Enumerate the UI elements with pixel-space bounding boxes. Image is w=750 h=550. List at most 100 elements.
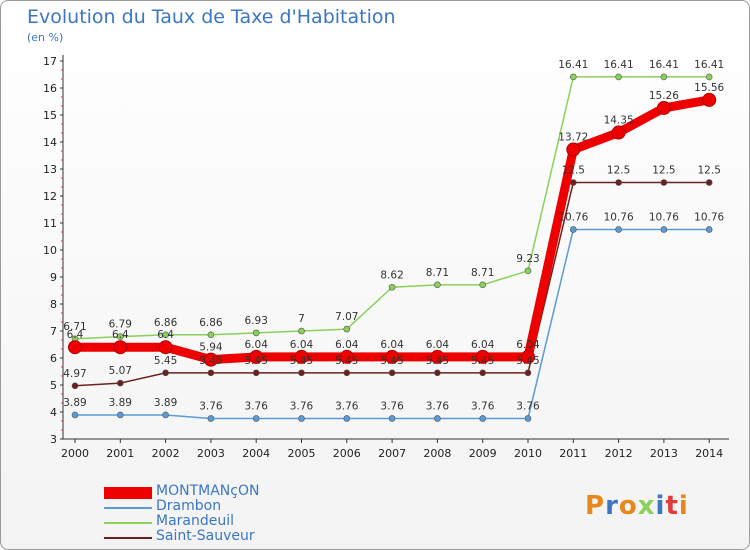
y-tick-label: 14: [43, 136, 57, 149]
data-label: 13.72: [558, 132, 588, 144]
y-tick-label: 17: [43, 55, 57, 68]
y-tick-label: 10: [43, 244, 57, 257]
y-tick-label: 13: [43, 163, 57, 176]
data-point: [430, 349, 445, 364]
legend-label: Saint-Sauveur: [156, 528, 255, 544]
data-point: [479, 369, 487, 377]
x-tick-label: 2008: [423, 447, 451, 460]
data-point: [162, 369, 169, 377]
data-point: [479, 281, 487, 289]
data-point: [71, 382, 79, 390]
data-point: [162, 411, 169, 419]
data-point: [207, 415, 215, 422]
x-tick-label: 2013: [650, 447, 678, 460]
x-tick-label: 2005: [288, 447, 316, 460]
data-point: [615, 179, 622, 186]
data-point: [71, 411, 79, 419]
legend-swatch: [104, 506, 152, 509]
x-tick-label: 2007: [378, 447, 406, 460]
data-label: 6.04: [380, 339, 404, 351]
data-label: 16.41: [604, 59, 634, 71]
data-point: [343, 369, 351, 377]
data-label: 6.04: [426, 339, 450, 351]
data-label: 5.45: [380, 355, 403, 367]
data-label: 6.04: [471, 339, 495, 351]
data-label: 6.4: [112, 329, 129, 341]
y-tick-label: 9: [50, 271, 57, 284]
data-label: 16.41: [694, 59, 724, 71]
data-point: [343, 415, 351, 422]
data-label: 10.76: [694, 211, 724, 223]
data-point: [615, 226, 622, 233]
x-tick-label: 2003: [197, 447, 225, 460]
data-label: 12.5: [652, 165, 675, 177]
data-point: [388, 283, 396, 291]
data-label: 3.76: [245, 400, 269, 412]
data-point: [434, 281, 441, 289]
data-point: [434, 415, 441, 422]
series-saint-sauveur: [71, 179, 713, 390]
data-point: [705, 226, 713, 233]
series-marandeuil: [71, 73, 713, 343]
data-label: 3.89: [109, 397, 132, 409]
data-point: [117, 379, 124, 387]
x-tick-label: 2006: [333, 447, 361, 460]
x-tick-label: 2002: [152, 447, 180, 460]
data-label: 6.04: [335, 339, 359, 351]
data-label: 15.56: [694, 82, 724, 94]
data-point: [705, 73, 713, 81]
data-label: 12.5: [698, 165, 721, 177]
data-point: [203, 352, 218, 367]
legend-swatch: [104, 521, 152, 524]
series-drambon: [71, 226, 713, 422]
data-point: [113, 340, 128, 355]
data-label: 5.45: [335, 355, 358, 367]
data-label: 3.89: [154, 397, 177, 409]
data-point: [117, 411, 124, 419]
data-point: [117, 333, 124, 340]
data-label: 5.45: [471, 355, 494, 367]
y-tick-label: 7: [50, 325, 57, 338]
data-label: 3.89: [63, 397, 86, 409]
data-point: [524, 267, 532, 275]
data-label: 5.45: [290, 355, 313, 367]
data-label: 4.97: [63, 368, 86, 380]
data-label: 5.45: [199, 355, 222, 367]
y-tick-label: 4: [50, 406, 57, 419]
data-point: [388, 415, 396, 422]
data-label: 8.71: [426, 267, 449, 279]
data-point: [252, 329, 260, 337]
data-label: 16.41: [558, 59, 588, 71]
data-point: [207, 331, 215, 339]
data-label: 3.76: [380, 400, 404, 412]
data-label: 5.45: [245, 355, 268, 367]
data-label: 10.76: [649, 211, 679, 223]
data-point: [702, 92, 717, 107]
data-point: [298, 327, 305, 335]
legend-label: Marandeuil: [156, 513, 235, 529]
data-label: 16.41: [649, 59, 679, 71]
data-label: 7.07: [335, 311, 358, 323]
data-label: 6.04: [516, 339, 540, 351]
data-label: 10.76: [558, 211, 588, 223]
series-montman-on: [68, 92, 717, 367]
data-point: [162, 331, 169, 339]
data-point: [524, 415, 532, 422]
data-label: 6.04: [245, 339, 269, 351]
data-label: 3.76: [471, 400, 495, 412]
data-label: 5.94: [199, 342, 223, 354]
x-tick-label: 2012: [605, 447, 633, 460]
y-tick-label: 6: [50, 352, 57, 365]
data-point: [207, 369, 215, 377]
data-point: [521, 349, 535, 364]
data-point: [660, 73, 668, 81]
legend-label: MONTMANçON: [156, 483, 260, 499]
x-tick-label: 2000: [61, 447, 89, 460]
y-tick-label: 8: [50, 298, 57, 311]
x-tick-label: 2011: [559, 447, 587, 460]
data-point: [68, 340, 82, 355]
data-point: [434, 369, 441, 377]
data-label: 3.76: [199, 400, 223, 412]
data-label: 10.76: [604, 211, 634, 223]
